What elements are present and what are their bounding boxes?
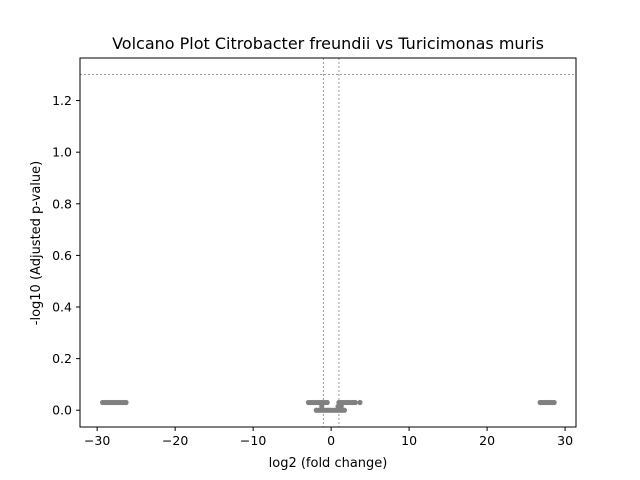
y-tick-label-2: 0.4: [52, 300, 72, 315]
y-tick-label-3: 0.6: [52, 248, 72, 263]
y-tick-label-4: 0.8: [52, 196, 72, 211]
data-point-19: [324, 399, 330, 406]
x-tick-label-1: −20: [162, 433, 188, 448]
threshold-lines: [80, 58, 576, 427]
x-tick-label-6: 30: [557, 433, 573, 448]
data-point-10: [123, 399, 129, 406]
y-tick-label-0: 0.0: [52, 403, 72, 418]
x-axis-label: log2 (fold change): [269, 456, 388, 471]
y-axis-ticks: 0.0 0.2 0.4 0.6 0.8 1.0 1.2: [52, 93, 80, 418]
data-point-35: [338, 403, 344, 409]
x-axis-ticks: −30 −20 −10 0 10 20 30: [84, 427, 573, 448]
y-tick-label-6: 1.2: [52, 93, 72, 108]
x-tick-label-2: −10: [240, 433, 266, 448]
y-tick-label-1: 0.2: [52, 351, 72, 366]
data-point-33: [319, 403, 325, 409]
x-tick-label-3: 0: [327, 433, 335, 448]
data-point-44: [357, 399, 363, 406]
x-tick-label-4: 10: [401, 433, 417, 448]
chart-title: Volcano Plot Citrobacter freundii vs Tur…: [112, 34, 544, 53]
data-point-32: [341, 407, 347, 413]
y-tick-label-5: 1.0: [52, 145, 72, 160]
data-point-51: [551, 399, 557, 406]
plot-frame: [79, 57, 577, 428]
data-points: [100, 399, 557, 413]
x-tick-label-0: −30: [84, 433, 110, 448]
x-tick-label-5: 20: [479, 433, 495, 448]
data-point-43: [352, 399, 358, 406]
y-axis-label: -log10 (Adjusted p-value): [29, 161, 44, 325]
